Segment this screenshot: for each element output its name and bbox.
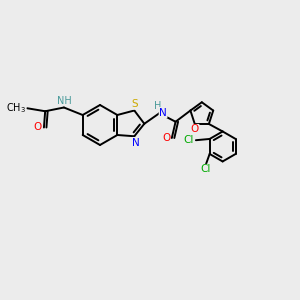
Text: H: H (154, 101, 162, 111)
Text: S: S (131, 99, 138, 109)
Text: CH$_3$: CH$_3$ (6, 101, 26, 115)
Text: NH: NH (57, 95, 71, 106)
Text: O: O (34, 122, 42, 133)
Text: Cl: Cl (184, 135, 194, 145)
Text: O: O (190, 124, 199, 134)
Text: N: N (159, 107, 167, 118)
Text: Cl: Cl (201, 164, 211, 175)
Text: O: O (162, 133, 170, 143)
Text: N: N (132, 137, 140, 148)
